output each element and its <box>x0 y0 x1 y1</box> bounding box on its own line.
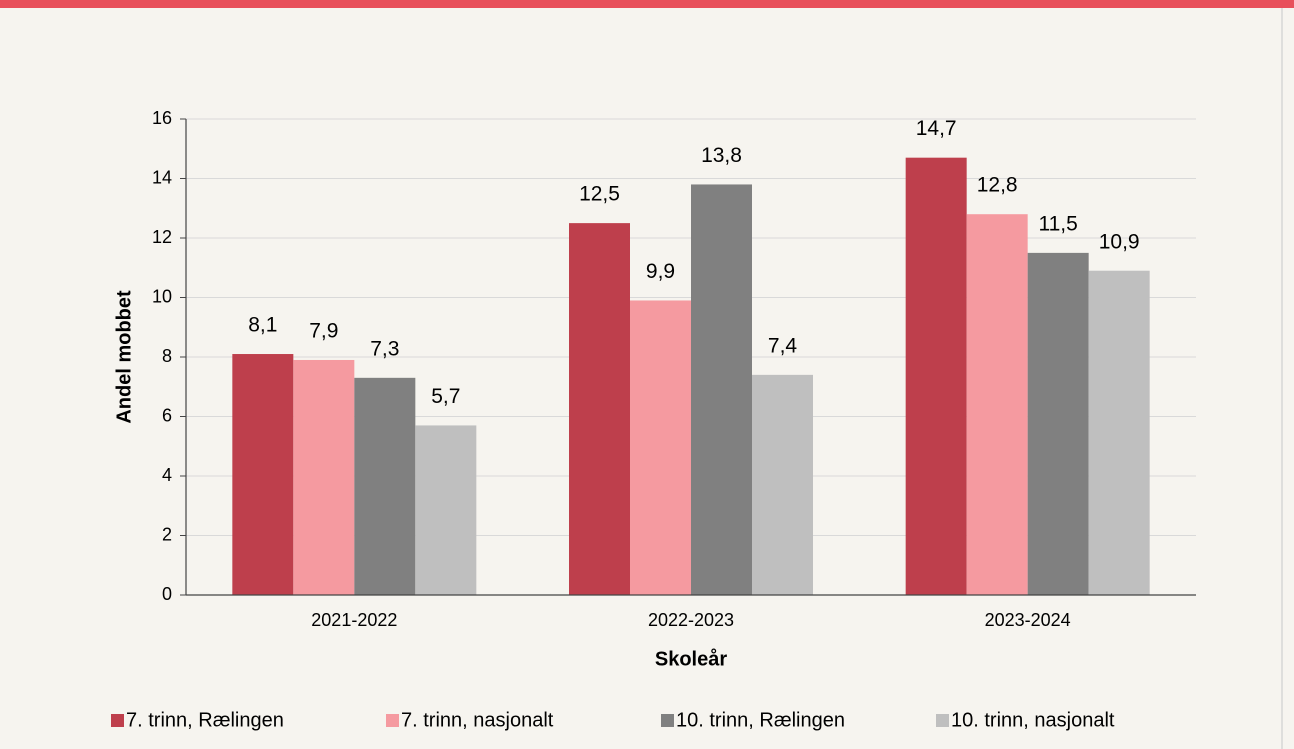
y-tick-label: 6 <box>162 405 172 425</box>
y-tick-label: 2 <box>162 524 172 544</box>
bar <box>966 214 1028 595</box>
y-tick-label: 8 <box>162 346 172 366</box>
bar <box>415 425 477 595</box>
y-tick-label: 12 <box>152 227 172 247</box>
bar <box>752 374 813 595</box>
y-tick-label: 0 <box>162 584 172 604</box>
bar <box>630 300 691 595</box>
y-tick-label: 4 <box>162 465 172 485</box>
legend-swatch <box>936 714 949 727</box>
y-tick-label: 14 <box>152 167 172 187</box>
legend-label: 7. trinn, Rælingen <box>126 709 284 731</box>
x-tick-label: 2023-2024 <box>985 610 1071 630</box>
bar <box>569 223 630 595</box>
legend-swatch <box>386 714 399 727</box>
data-label: 12,8 <box>977 174 1018 197</box>
legend-label: 10. trinn, nasjonalt <box>951 709 1115 731</box>
data-label: 7,9 <box>309 320 338 343</box>
x-tick-label: 2021-2022 <box>311 610 397 630</box>
data-label: 8,1 <box>248 314 277 337</box>
x-tick-label: 2022-2023 <box>648 610 734 630</box>
legend-label: 10. trinn, Rælingen <box>676 709 845 731</box>
y-axis-title: Andel mobbet <box>113 290 135 424</box>
y-tick-label: 10 <box>152 286 172 306</box>
y-tick-label: 16 <box>152 108 172 128</box>
data-label: 9,9 <box>646 260 675 283</box>
legend-label: 7. trinn, nasjonalt <box>401 709 554 731</box>
data-label: 11,5 <box>1039 212 1078 235</box>
data-label: 13,8 <box>701 144 742 167</box>
legend-swatch <box>661 714 674 727</box>
x-axis-title: Skoleår <box>655 647 727 670</box>
data-label: 14,7 <box>916 117 957 140</box>
bar <box>1027 252 1089 595</box>
bar <box>691 184 752 595</box>
legend-swatch <box>111 714 124 727</box>
data-label: 7,4 <box>768 334 798 357</box>
top-bar <box>0 0 1294 8</box>
data-label: 12,5 <box>579 183 620 206</box>
bar <box>293 359 355 595</box>
data-label: 10,9 <box>1099 230 1140 253</box>
bar <box>354 377 416 595</box>
data-label: 5,7 <box>431 385 460 408</box>
bar <box>232 354 294 595</box>
bar <box>905 157 967 596</box>
data-label: 7,3 <box>370 337 399 360</box>
bar <box>1088 270 1150 595</box>
